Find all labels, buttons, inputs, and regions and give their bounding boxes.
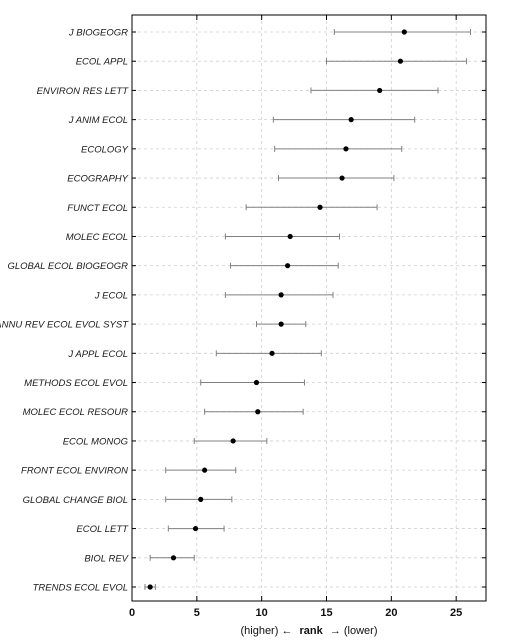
x-axis-label-left: (higher) ← <box>240 625 292 637</box>
x-tick-label: 15 <box>320 607 332 619</box>
x-axis-label-right: → (lower) <box>330 625 378 637</box>
rank-points <box>147 29 407 590</box>
rank-point <box>317 204 323 210</box>
category-label: ECOL APPL <box>76 57 128 68</box>
error-bars <box>144 29 471 590</box>
category-label: FUNCT ECOL <box>67 203 128 214</box>
x-axis-label: (higher) ← rank → (lower) <box>240 625 377 637</box>
category-label: J ANIM ECOL <box>68 115 128 126</box>
plot-frame <box>131 14 487 602</box>
rank-point <box>202 467 208 473</box>
rank-point <box>192 525 199 532</box>
rank-point <box>287 233 293 240</box>
category-label: ECOL LETT <box>76 524 129 535</box>
x-tick-label: 5 <box>194 607 200 619</box>
x-tick-label: 20 <box>385 607 397 619</box>
category-label: ECOGRAPHY <box>67 174 128 185</box>
rank-point <box>348 117 354 123</box>
category-label: J BIOGEOGR <box>68 28 128 39</box>
axis-ticks: 0 5 10 15 20 25 <box>129 15 486 619</box>
category-label: BIOL REV <box>84 553 129 564</box>
category-label: MOLEC ECOL RESOUR <box>23 407 129 418</box>
rank-point <box>147 584 153 590</box>
x-tick-label: 10 <box>256 607 268 619</box>
x-tick-label: 0 <box>129 607 135 619</box>
rank-point <box>198 496 204 502</box>
category-label: METHODS ECOL EVOL <box>24 378 128 389</box>
category-label: ECOLOGY <box>81 144 129 155</box>
rank-point <box>285 263 291 269</box>
rank-point <box>397 58 404 64</box>
rank-point <box>377 87 383 94</box>
category-labels: J BIOGEOGR ECOL APPL ENVIRON RES LETT J ANI… <box>0 28 130 594</box>
category-label: J ECOL <box>94 290 128 301</box>
rank-point <box>255 409 261 415</box>
category-label: MOLEC ECOL <box>66 232 128 243</box>
x-tick-label: 25 <box>450 607 462 619</box>
category-label: ECOL MONOG <box>63 436 128 447</box>
rank-point <box>170 555 177 561</box>
category-label: TRENDS ECOL EVOL <box>33 583 128 594</box>
rank-point <box>339 175 345 181</box>
category-label: FRONT ECOL ENVIRON <box>21 466 128 477</box>
rank-point <box>269 350 275 356</box>
category-label: ENVIRON RES LETT <box>37 86 130 97</box>
rank-point <box>278 292 284 298</box>
category-label: GLOBAL ECOL BIOGEOGR <box>7 261 128 272</box>
rank-point <box>230 438 236 444</box>
category-label: J APPL ECOL <box>67 349 128 360</box>
x-axis-label-rank: rank <box>300 625 324 637</box>
rank-point <box>401 29 407 35</box>
rank-point <box>253 379 260 386</box>
gridlines <box>131 15 486 601</box>
rank-point <box>343 146 349 152</box>
rank-point <box>278 321 284 327</box>
category-label: GLOBAL CHANGE BIOL <box>23 495 128 506</box>
category-label: ANNU REV ECOL EVOL SYST <box>0 320 129 331</box>
